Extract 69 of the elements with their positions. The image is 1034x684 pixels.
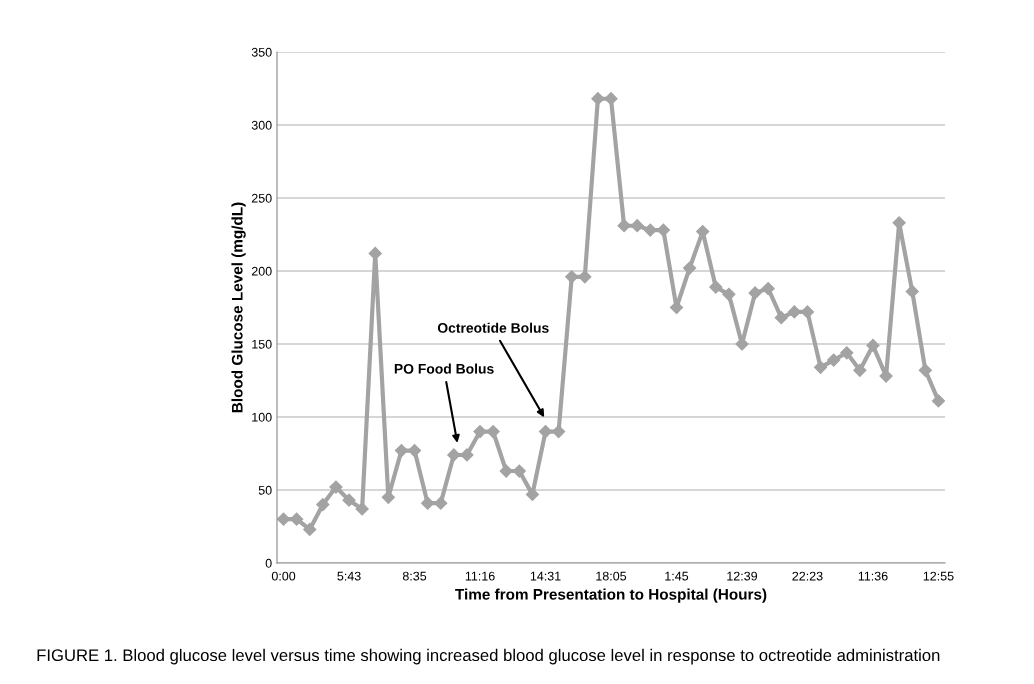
y-tick-label: 250	[251, 193, 272, 203]
point	[421, 496, 435, 510]
point	[460, 448, 474, 462]
point	[473, 425, 487, 439]
x-tick-label: 5:43	[337, 571, 361, 581]
point	[787, 305, 801, 319]
point	[918, 363, 932, 377]
point	[931, 394, 945, 408]
y-tick-label: 100	[252, 412, 272, 422]
point	[630, 219, 644, 233]
point	[512, 464, 526, 478]
point	[879, 369, 893, 383]
point	[709, 280, 723, 294]
x-tick-label: 8:35	[402, 571, 427, 581]
x-tick-label: 18:05	[596, 571, 627, 581]
y-axis-title: Blood Glucose Level (mg/dL)	[231, 202, 246, 413]
point	[722, 287, 736, 301]
point	[866, 338, 880, 353]
x-tick-label: 1:45	[665, 571, 689, 581]
x-tick-label: 11:36	[858, 571, 888, 581]
y-tick-label: 50	[258, 485, 272, 495]
point	[303, 522, 317, 537]
point	[761, 281, 775, 296]
point	[565, 270, 579, 284]
x-axis-title: Time from Presentation to Hospital (Hours)	[455, 588, 767, 603]
point	[827, 353, 841, 367]
point	[538, 425, 553, 439]
caption: FIGURE 1. Blood glucose level versus time showing increased blood glucose level in response to octreotide administration	[37, 648, 940, 665]
point	[316, 498, 330, 512]
x-tick-label: 14:31	[530, 571, 561, 581]
point	[355, 502, 369, 516]
point	[277, 512, 291, 526]
point	[394, 443, 409, 458]
point	[486, 425, 500, 439]
point	[591, 92, 605, 106]
point	[892, 216, 906, 230]
point	[905, 284, 919, 299]
point	[342, 493, 356, 507]
annotation: Octreotide Bolus	[437, 322, 549, 333]
x-tick-label: 12:55	[923, 571, 954, 581]
point	[604, 92, 618, 106]
point	[853, 363, 867, 377]
y-tick-label: 200	[251, 266, 272, 276]
point	[840, 346, 854, 360]
y-tick-label: 300	[251, 120, 272, 130]
point	[290, 512, 304, 526]
y-tick-label: 0	[265, 558, 272, 568]
point	[800, 305, 815, 319]
point	[656, 223, 670, 237]
point	[329, 480, 343, 494]
x-tick-label: 0:00	[271, 571, 296, 581]
point	[447, 448, 461, 462]
point	[617, 219, 631, 233]
y-tick-label: 150	[252, 339, 272, 349]
point	[578, 270, 592, 284]
point	[407, 443, 422, 458]
point	[683, 261, 697, 275]
point	[643, 223, 657, 237]
x-tick-label: 11:16	[465, 571, 495, 581]
annotation: PO Food Bolus	[394, 363, 494, 374]
point	[748, 286, 762, 300]
point	[813, 360, 828, 374]
point	[552, 425, 566, 439]
y-tick-label: 350	[251, 47, 272, 57]
x-tick-label: 12:39	[727, 571, 758, 581]
point	[774, 311, 788, 325]
point	[499, 464, 513, 478]
point	[434, 496, 448, 510]
x-tick-label: 22:23	[792, 571, 823, 581]
